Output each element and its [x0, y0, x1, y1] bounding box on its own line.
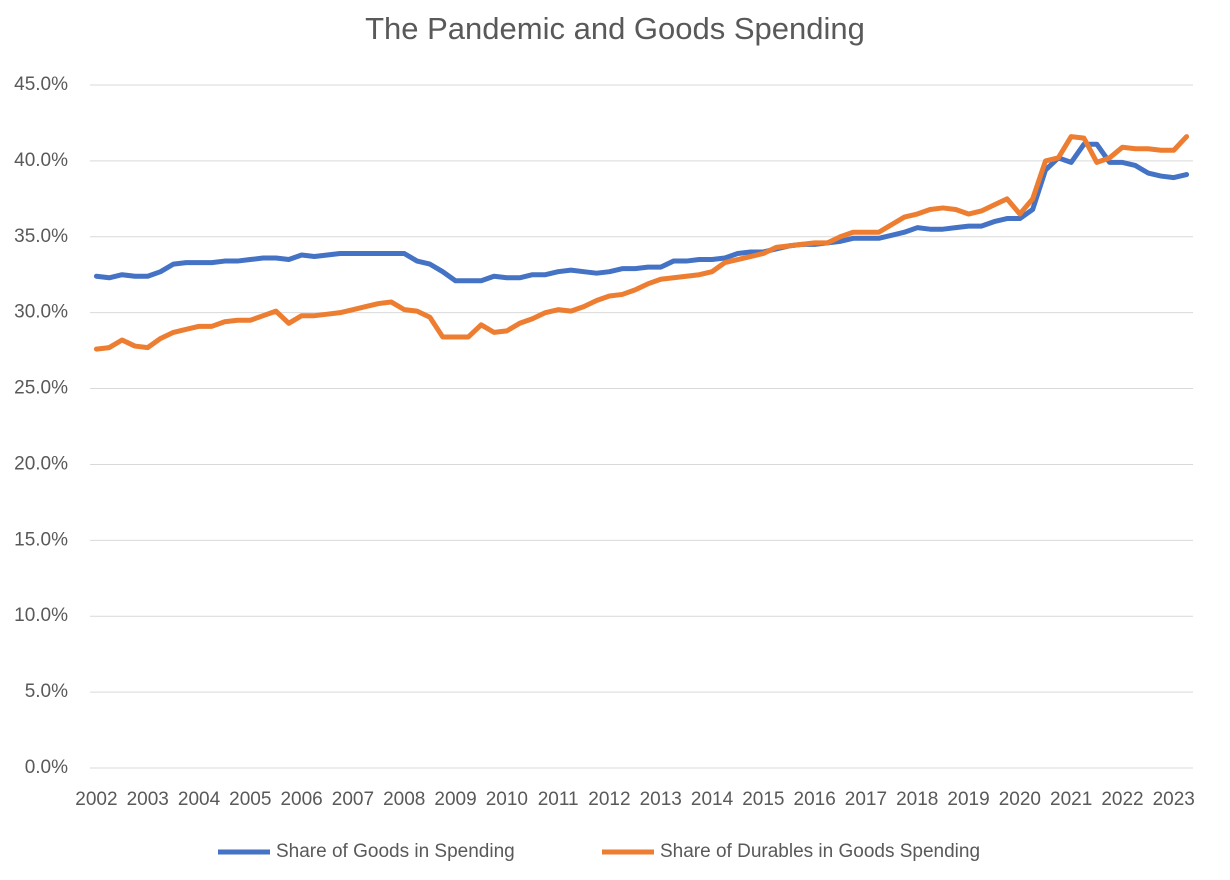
x-tick-label: 2009	[434, 789, 476, 810]
x-tick-label: 2020	[999, 789, 1041, 810]
x-tick-label: 2019	[947, 789, 989, 810]
y-tick-label: 5.0%	[25, 681, 68, 702]
data-line	[93, 134, 1190, 352]
x-tick-label: 2013	[640, 789, 682, 810]
x-tick-label: 2011	[538, 789, 579, 810]
y-tick-label: 45.0%	[14, 74, 68, 95]
x-tick-label: 2007	[332, 789, 374, 810]
y-tick-label: 10.0%	[14, 605, 68, 626]
x-tick-label: 2006	[280, 789, 322, 810]
y-tick-label: 35.0%	[14, 226, 68, 247]
x-tick-label: 2012	[588, 789, 630, 810]
x-tick-label: 2002	[75, 789, 117, 810]
y-tick-label: 20.0%	[14, 453, 68, 474]
y-tick-label: 30.0%	[14, 302, 68, 323]
y-tick-label: 40.0%	[14, 150, 68, 171]
x-tick-label: 2010	[486, 789, 528, 810]
x-tick-label: 2022	[1101, 789, 1143, 810]
chart-title: The Pandemic and Goods Spending	[365, 11, 865, 46]
x-tick-label: 2008	[383, 789, 425, 810]
x-tick-label: 2018	[896, 789, 938, 810]
x-tick-label: 2003	[127, 789, 169, 810]
y-tick-label: 0.0%	[25, 757, 68, 778]
x-tick-label: 2014	[691, 789, 734, 810]
x-tick-label: 2021	[1050, 789, 1092, 810]
y-tick-label: 15.0%	[14, 529, 68, 550]
x-tick-label: 2016	[794, 789, 836, 810]
data-line	[93, 141, 1190, 284]
x-tick-label: 2004	[178, 789, 221, 810]
x-tick-label: 2005	[229, 789, 271, 810]
x-tick-label: 2023	[1153, 789, 1195, 810]
y-tick-label: 25.0%	[14, 378, 68, 399]
legend-label: Share of Durables in Goods Spending	[660, 841, 980, 862]
x-tick-label: 2017	[845, 789, 887, 810]
legend-label: Share of Goods in Spending	[276, 841, 515, 862]
x-tick-label: 2015	[742, 789, 784, 810]
